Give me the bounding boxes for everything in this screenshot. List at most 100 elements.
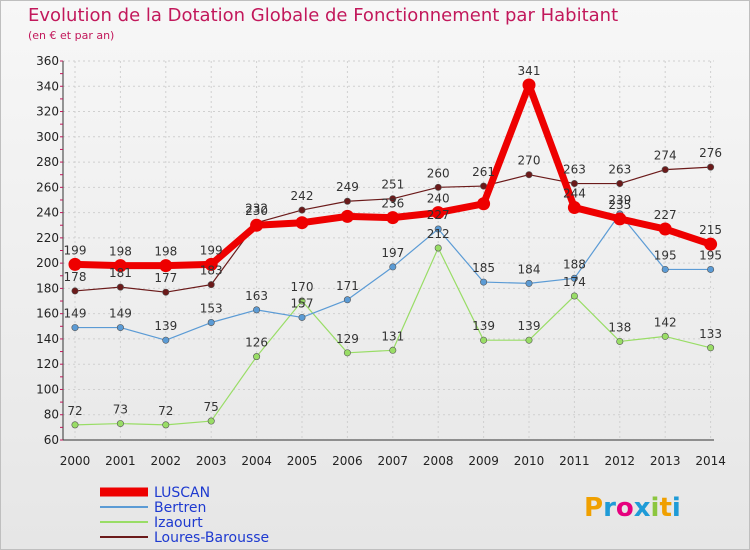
x-tick-label: 2001 xyxy=(105,454,136,468)
data-label-izaourt: 142 xyxy=(654,315,677,329)
chart-title: Evolution de la Dotation Globale de Fonc… xyxy=(28,5,619,26)
data-point-bertren xyxy=(253,306,261,314)
data-label-luscan: 198 xyxy=(109,245,132,259)
data-point-izaourt xyxy=(707,344,715,352)
x-tick-label: 2003 xyxy=(196,454,227,468)
data-label-loures-barousse: 242 xyxy=(291,189,314,203)
data-point-bertren xyxy=(207,319,215,327)
data-point-luscan xyxy=(704,237,718,251)
data-label-luscan: 235 xyxy=(608,198,631,212)
data-point-loures-barousse xyxy=(162,288,170,296)
y-tick-label: 140 xyxy=(36,332,59,346)
y-tick-label: 240 xyxy=(36,206,59,220)
data-label-bertren: 197 xyxy=(381,246,404,260)
data-label-loures-barousse: 274 xyxy=(654,149,677,163)
data-point-luscan xyxy=(431,206,445,220)
data-point-izaourt xyxy=(71,421,79,429)
data-point-bertren xyxy=(707,265,715,273)
y-tick-label: 120 xyxy=(36,357,59,371)
y-tick-label: 280 xyxy=(36,155,59,169)
data-point-izaourt xyxy=(389,346,397,354)
data-point-izaourt xyxy=(570,292,578,300)
legend-label: Loures-Barousse xyxy=(154,530,269,546)
data-label-loures-barousse: 251 xyxy=(381,178,404,192)
data-point-luscan xyxy=(567,201,581,215)
data-point-luscan xyxy=(340,209,354,223)
data-point-luscan xyxy=(658,222,672,236)
data-label-izaourt: 72 xyxy=(158,404,173,418)
data-point-izaourt xyxy=(253,353,261,361)
x-tick-label: 2004 xyxy=(241,454,272,468)
data-label-luscan: 199 xyxy=(64,243,87,257)
data-label-izaourt: 212 xyxy=(427,227,450,241)
x-tick-label: 2012 xyxy=(605,454,636,468)
y-tick-label: 320 xyxy=(36,105,59,119)
axes: 60 80 100 120 140 160 180 200 220 240 260 280 300 320… xyxy=(36,54,726,468)
data-label-bertren: 171 xyxy=(336,279,359,293)
data-point-luscan xyxy=(613,212,627,226)
data-label-izaourt: 131 xyxy=(381,329,404,343)
data-label-loures-barousse: 263 xyxy=(608,163,631,177)
data-label-bertren: 195 xyxy=(654,248,677,262)
data-label-izaourt: 75 xyxy=(204,400,219,414)
data-point-izaourt xyxy=(480,336,488,344)
data-label-loures-barousse: 232 xyxy=(245,202,268,216)
data-label-bertren: 153 xyxy=(200,302,223,316)
data-label-luscan: 230 xyxy=(245,204,268,218)
y-tick-label: 200 xyxy=(36,256,59,270)
data-point-izaourt xyxy=(661,332,669,340)
data-point-loures-barousse xyxy=(434,183,442,191)
data-point-loures-barousse xyxy=(570,180,578,188)
data-label-luscan: 215 xyxy=(699,223,722,237)
x-tick-label: 2011 xyxy=(559,454,590,468)
y-tick-label: 220 xyxy=(36,231,59,245)
data-point-bertren xyxy=(71,324,79,332)
data-label-loures-barousse: 276 xyxy=(699,146,722,160)
x-tick-label: 2005 xyxy=(287,454,318,468)
grid xyxy=(63,60,714,441)
proxiti-logo: Proxiti xyxy=(584,493,681,523)
x-tick-label: 2006 xyxy=(332,454,363,468)
y-tick-label: 340 xyxy=(36,79,59,93)
data-label-bertren: 149 xyxy=(64,307,87,321)
data-label-luscan: 199 xyxy=(200,243,223,257)
data-point-loures-barousse xyxy=(661,166,669,174)
data-label-izaourt: 139 xyxy=(472,319,495,333)
data-label-izaourt: 133 xyxy=(699,327,722,341)
data-label-loures-barousse: 261 xyxy=(472,165,495,179)
data-label-loures-barousse: 178 xyxy=(64,270,87,284)
legend-label: LUSCAN xyxy=(154,485,210,501)
data-point-izaourt xyxy=(207,417,215,425)
x-tick-label: 2007 xyxy=(378,454,409,468)
data-point-loures-barousse xyxy=(525,171,533,179)
data-label-bertren: 185 xyxy=(472,261,495,275)
data-label-loures-barousse: 270 xyxy=(518,154,541,168)
data-point-loures-barousse xyxy=(71,287,79,295)
data-point-izaourt xyxy=(162,421,170,429)
data-point-loures-barousse xyxy=(298,206,306,214)
data-label-luscan: 341 xyxy=(518,64,541,78)
data-label-izaourt: 72 xyxy=(67,404,82,418)
y-tick-label: 180 xyxy=(36,281,59,295)
data-point-luscan xyxy=(386,211,400,225)
data-label-luscan: 244 xyxy=(563,187,586,201)
x-tick-label: 2000 xyxy=(60,454,91,468)
data-point-bertren xyxy=(525,279,533,287)
data-point-luscan xyxy=(159,259,173,273)
data-point-bertren xyxy=(343,296,351,304)
x-tick-label: 2008 xyxy=(423,454,454,468)
data-point-bertren xyxy=(661,265,669,273)
data-point-loures-barousse xyxy=(116,283,124,291)
data-point-bertren xyxy=(389,263,397,271)
data-label-loures-barousse: 249 xyxy=(336,180,359,194)
y-tick-label: 80 xyxy=(44,408,59,422)
data-point-izaourt xyxy=(434,244,442,252)
data-point-luscan xyxy=(295,216,309,230)
data-label-loures-barousse: 177 xyxy=(154,271,177,285)
data-label-bertren: 195 xyxy=(699,248,722,262)
data-label-luscan: 227 xyxy=(654,208,677,222)
data-label-bertren: 149 xyxy=(109,307,132,321)
